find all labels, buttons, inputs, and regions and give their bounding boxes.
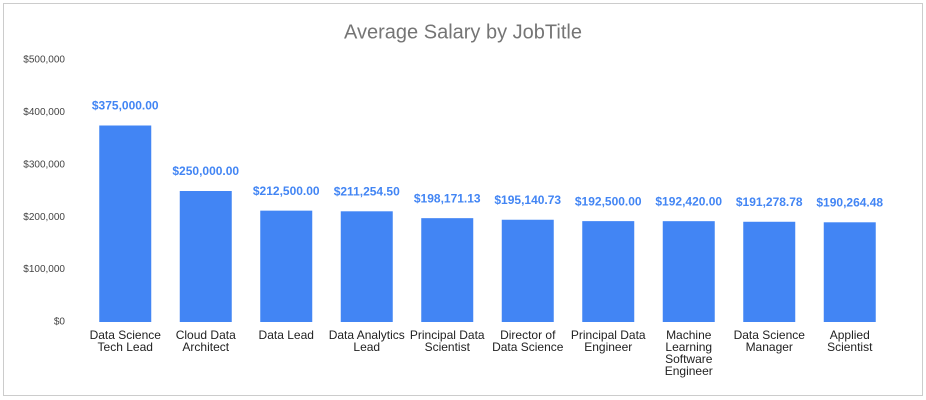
chart-title: Average Salary by JobTitle (344, 21, 582, 43)
data-label: $192,500.00 (575, 194, 642, 208)
x-tick-label: Data Science Tech Lead (89, 328, 161, 354)
x-tick-label: Applied Scientist (827, 328, 873, 354)
bar (260, 210, 313, 322)
x-tick-label: Data Analytics Lead (328, 328, 405, 354)
x-tick-label: Machine Learning Software Engineer (664, 328, 713, 378)
x-tick-label: Principal Data Engineer (570, 328, 646, 354)
bar (823, 222, 876, 322)
bar (662, 221, 715, 322)
data-label: $211,254.50 (334, 184, 400, 198)
data-label: $375,000.00 (92, 99, 159, 113)
x-tick-label: Director of Data Science (492, 328, 564, 354)
x-tick-label: Cloud Data Architect (175, 328, 236, 354)
y-tick-label: $300,000 (23, 159, 65, 170)
data-label: $190,264.48 (816, 195, 883, 209)
bar (340, 211, 393, 322)
y-tick-label: $0 (54, 317, 66, 328)
bar (99, 125, 152, 322)
data-label: $191,278.78 (736, 195, 803, 209)
chart-border (3, 3, 923, 396)
data-label: $250,000.00 (172, 164, 239, 178)
bar (179, 191, 232, 322)
x-tick-label: Principal Data Scientist (409, 328, 485, 354)
bar (743, 221, 796, 322)
bar (501, 219, 554, 322)
data-label: $212,500.00 (253, 184, 320, 198)
x-tick-label: Data Science Manager (733, 328, 805, 354)
bar (421, 218, 474, 322)
y-tick-label: $200,000 (23, 212, 65, 223)
x-tick-label: Data Lead (258, 328, 314, 342)
data-label: $198,171.13 (414, 191, 481, 205)
y-tick-label: $400,000 (23, 107, 65, 118)
y-tick-label: $500,000 (23, 55, 65, 66)
bar (582, 221, 635, 322)
y-tick-label: $100,000 (23, 264, 65, 275)
data-label: $195,140.73 (494, 193, 561, 207)
data-label: $192,420.00 (655, 194, 722, 208)
